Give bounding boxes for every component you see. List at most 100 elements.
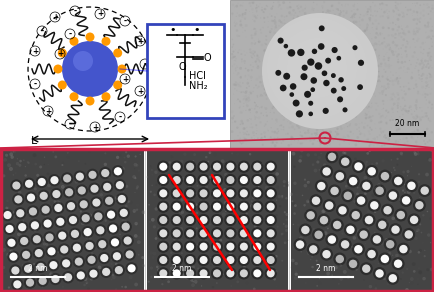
Circle shape [257,233,261,236]
Circle shape [336,93,339,95]
Circle shape [362,232,365,235]
Circle shape [170,214,182,226]
Circle shape [406,14,407,15]
Circle shape [92,199,100,207]
Circle shape [8,207,9,208]
Circle shape [309,32,312,34]
Circle shape [273,131,276,133]
Circle shape [55,193,59,197]
Circle shape [239,229,247,237]
Circle shape [386,17,388,19]
Circle shape [122,228,125,232]
Circle shape [239,269,247,277]
Circle shape [403,100,404,101]
Circle shape [282,119,284,121]
Circle shape [412,192,414,194]
Circle shape [333,50,336,53]
Circle shape [418,107,420,108]
Circle shape [30,280,31,281]
Circle shape [7,239,16,247]
Circle shape [418,116,420,119]
Circle shape [243,103,244,104]
Circle shape [232,44,233,45]
Circle shape [388,11,389,12]
Circle shape [293,165,295,168]
Circle shape [266,6,267,7]
Circle shape [336,65,339,67]
Circle shape [312,97,315,100]
Circle shape [339,65,341,67]
Circle shape [384,4,385,6]
Circle shape [362,109,364,110]
Circle shape [83,228,92,236]
Circle shape [310,210,312,211]
Circle shape [186,176,194,184]
Circle shape [275,96,277,98]
Circle shape [296,5,298,7]
Circle shape [23,178,35,190]
Circle shape [255,111,257,114]
Circle shape [406,43,408,45]
Circle shape [311,99,313,100]
Circle shape [41,207,42,208]
Circle shape [251,29,252,30]
Circle shape [411,116,414,119]
Circle shape [392,145,393,146]
Circle shape [274,214,277,217]
Circle shape [392,167,394,169]
Circle shape [369,201,372,205]
Circle shape [295,112,296,113]
Circle shape [344,76,346,78]
Circle shape [358,127,359,128]
Circle shape [85,254,98,266]
Circle shape [391,216,394,220]
Circle shape [312,228,324,241]
Circle shape [286,26,287,27]
Circle shape [391,119,393,121]
Circle shape [9,152,13,156]
Circle shape [24,265,32,273]
Circle shape [381,100,383,102]
Circle shape [269,32,270,33]
Circle shape [389,193,391,195]
Circle shape [364,67,367,70]
Circle shape [224,214,236,226]
Circle shape [356,98,359,100]
Circle shape [246,275,249,278]
Circle shape [337,105,339,108]
Circle shape [129,253,132,257]
Circle shape [226,216,234,224]
Circle shape [415,22,417,25]
Circle shape [151,218,155,222]
Circle shape [109,210,111,213]
Circle shape [324,226,326,228]
Circle shape [352,45,357,50]
Circle shape [292,224,293,225]
Circle shape [239,111,242,114]
Circle shape [173,247,174,248]
Circle shape [33,153,36,157]
Circle shape [318,195,319,196]
Circle shape [414,114,417,117]
Circle shape [321,130,323,133]
Circle shape [312,112,315,115]
Circle shape [191,283,194,287]
Circle shape [281,64,282,65]
Circle shape [380,87,381,88]
Circle shape [362,62,365,65]
Circle shape [85,189,89,193]
Circle shape [237,174,250,186]
Circle shape [371,115,373,117]
Circle shape [39,277,47,285]
Circle shape [165,256,167,258]
Circle shape [397,53,399,55]
Circle shape [387,76,388,77]
Circle shape [322,26,323,27]
Circle shape [288,52,290,54]
Circle shape [422,140,424,142]
Circle shape [33,235,41,243]
Circle shape [372,45,374,47]
Circle shape [45,243,48,246]
Circle shape [196,243,199,246]
Circle shape [322,199,335,212]
